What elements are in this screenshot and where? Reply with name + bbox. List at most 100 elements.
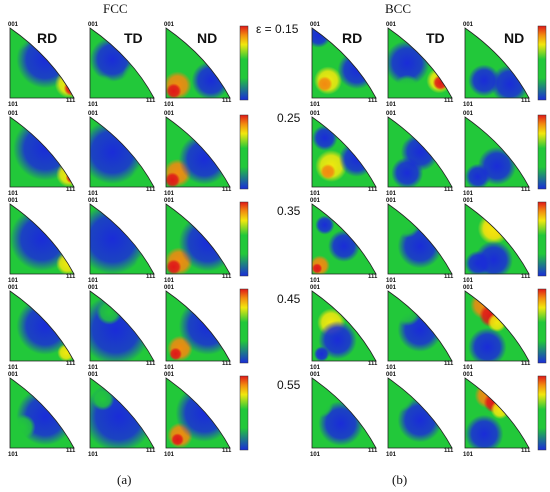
pole-label-111: 111 [146,274,156,280]
fcc-nd-ipf-row5: 001 101 111 [164,372,232,458]
bcc-td-ipf-row2: 001 101 111 [386,111,454,197]
pole-label-111: 111 [444,98,454,104]
pole-label-001: 001 [310,198,321,204]
fcc-td-ipf-row1: 001 101 111 [88,22,156,108]
bcc-nd-ipf-row5: 001 101 111 [463,372,531,458]
pole-label-101: 101 [8,365,19,371]
pole-label-001: 001 [310,285,321,291]
pole-label-111: 111 [66,187,76,193]
pole-label-101: 101 [8,452,19,458]
bcc-rd-ipf-row5: 001 101 111 [310,372,378,458]
pole-label-111: 111 [222,448,232,454]
fcc-rd-ipf-row2: 001 101 111 [8,111,76,197]
panel-b-title: BCC [385,1,412,16]
pole-label-101: 101 [386,102,397,108]
pole-label-111: 111 [368,274,378,280]
pole-label-101: 101 [386,452,397,458]
pole-label-001: 001 [310,111,321,117]
pole-label-111: 111 [146,187,156,193]
pole-label-111: 111 [521,98,531,104]
pole-label-001: 001 [310,22,321,28]
bcc-rd-ipf-row1: 001 101 111 [310,22,378,108]
bcc-td-ipf-row4: 001 101 111 [386,285,454,371]
pole-label-111: 111 [222,361,232,367]
pole-label-001: 001 [164,111,175,117]
pole-label-001: 001 [88,372,99,378]
fcc-header-rd: RD [37,30,58,46]
bcc-td-ipf-row3: 001 101 111 [386,198,454,284]
pole-label-111: 111 [368,448,378,454]
bcc-colorbar-row2 [537,114,547,190]
pole-label-101: 101 [88,102,99,108]
fcc-colorbar-row3 [239,201,249,277]
strain-label-3: 0.35 [277,204,301,218]
bcc-rd-ipf-row3: 001 101 111 [310,198,378,284]
pole-label-101: 101 [8,191,19,197]
pole-label-101: 101 [164,102,175,108]
fcc-td-ipf-row2: 001 101 111 [88,111,156,197]
panel-a-label: (a) [117,472,132,487]
pole-label-101: 101 [463,278,474,284]
pole-label-001: 001 [8,372,19,378]
pole-label-101: 101 [164,452,175,458]
pole-label-001: 001 [164,198,175,204]
pole-label-001: 001 [8,22,19,28]
panel-a-title: FCC [103,1,128,16]
pole-label-101: 101 [386,278,397,284]
pole-label-111: 111 [222,274,232,280]
bcc-rd-ipf-row4: 001 101 111 [310,285,378,371]
bcc-td-ipf-row1: 001 101 111 [386,22,454,108]
fcc-rd-ipf-row1: 001 101 111 [8,22,76,108]
pole-label-111: 111 [222,98,232,104]
strain-label-5: 0.55 [277,378,301,392]
bcc-header-rd: RD [342,30,363,46]
pole-label-111: 111 [66,98,76,104]
pole-label-001: 001 [463,111,474,117]
pole-label-001: 001 [386,111,397,117]
fcc-colorbar-row5 [239,375,249,451]
fcc-td-ipf-row3: 001 101 111 [88,198,156,284]
pole-label-111: 111 [146,361,156,367]
pole-label-101: 101 [310,278,321,284]
bcc-nd-ipf-row3: 001 101 111 [463,198,531,284]
fcc-rd-ipf-row4: 001 101 111 [8,285,76,371]
fcc-nd-ipf-row1: 001 101 111 [164,22,232,108]
strain-label-1: ε = 0.15 [256,22,299,36]
fcc-rd-ipf-row3: 001 101 111 [8,198,76,284]
pole-label-111: 111 [521,187,531,193]
bcc-nd-ipf-row2: 001 101 111 [463,111,531,197]
pole-label-111: 111 [66,448,76,454]
pole-label-111: 111 [66,274,76,280]
bcc-colorbar-row3 [537,201,547,277]
pole-label-001: 001 [88,198,99,204]
fcc-colorbar-row1 [239,25,249,101]
pole-label-001: 001 [386,285,397,291]
pole-label-101: 101 [463,365,474,371]
pole-label-101: 101 [88,278,99,284]
pole-label-111: 111 [521,448,531,454]
pole-label-001: 001 [8,285,19,291]
pole-label-101: 101 [463,102,474,108]
pole-label-111: 111 [368,187,378,193]
pole-label-111: 111 [368,361,378,367]
pole-label-001: 001 [164,22,175,28]
bcc-colorbar-row4 [537,288,547,364]
pole-label-101: 101 [386,191,397,197]
pole-label-001: 001 [8,111,19,117]
pole-label-001: 001 [164,285,175,291]
pole-label-001: 001 [463,285,474,291]
pole-label-111: 111 [444,361,454,367]
strain-label-2: 0.25 [277,111,301,125]
pole-label-001: 001 [463,372,474,378]
fcc-colorbar-row2 [239,114,249,190]
fcc-nd-ipf-row2: 001 101 111 [164,111,232,197]
pole-label-111: 111 [368,98,378,104]
strain-label-4: 0.45 [277,292,301,306]
bcc-colorbar-row5 [537,375,547,451]
pole-label-101: 101 [463,452,474,458]
bcc-nd-ipf-row1: 001 101 111 [463,22,531,108]
fcc-td-ipf-row4: 001 101 111 [88,285,156,371]
pole-label-111: 111 [222,187,232,193]
bcc-colorbar-row1 [537,25,547,101]
